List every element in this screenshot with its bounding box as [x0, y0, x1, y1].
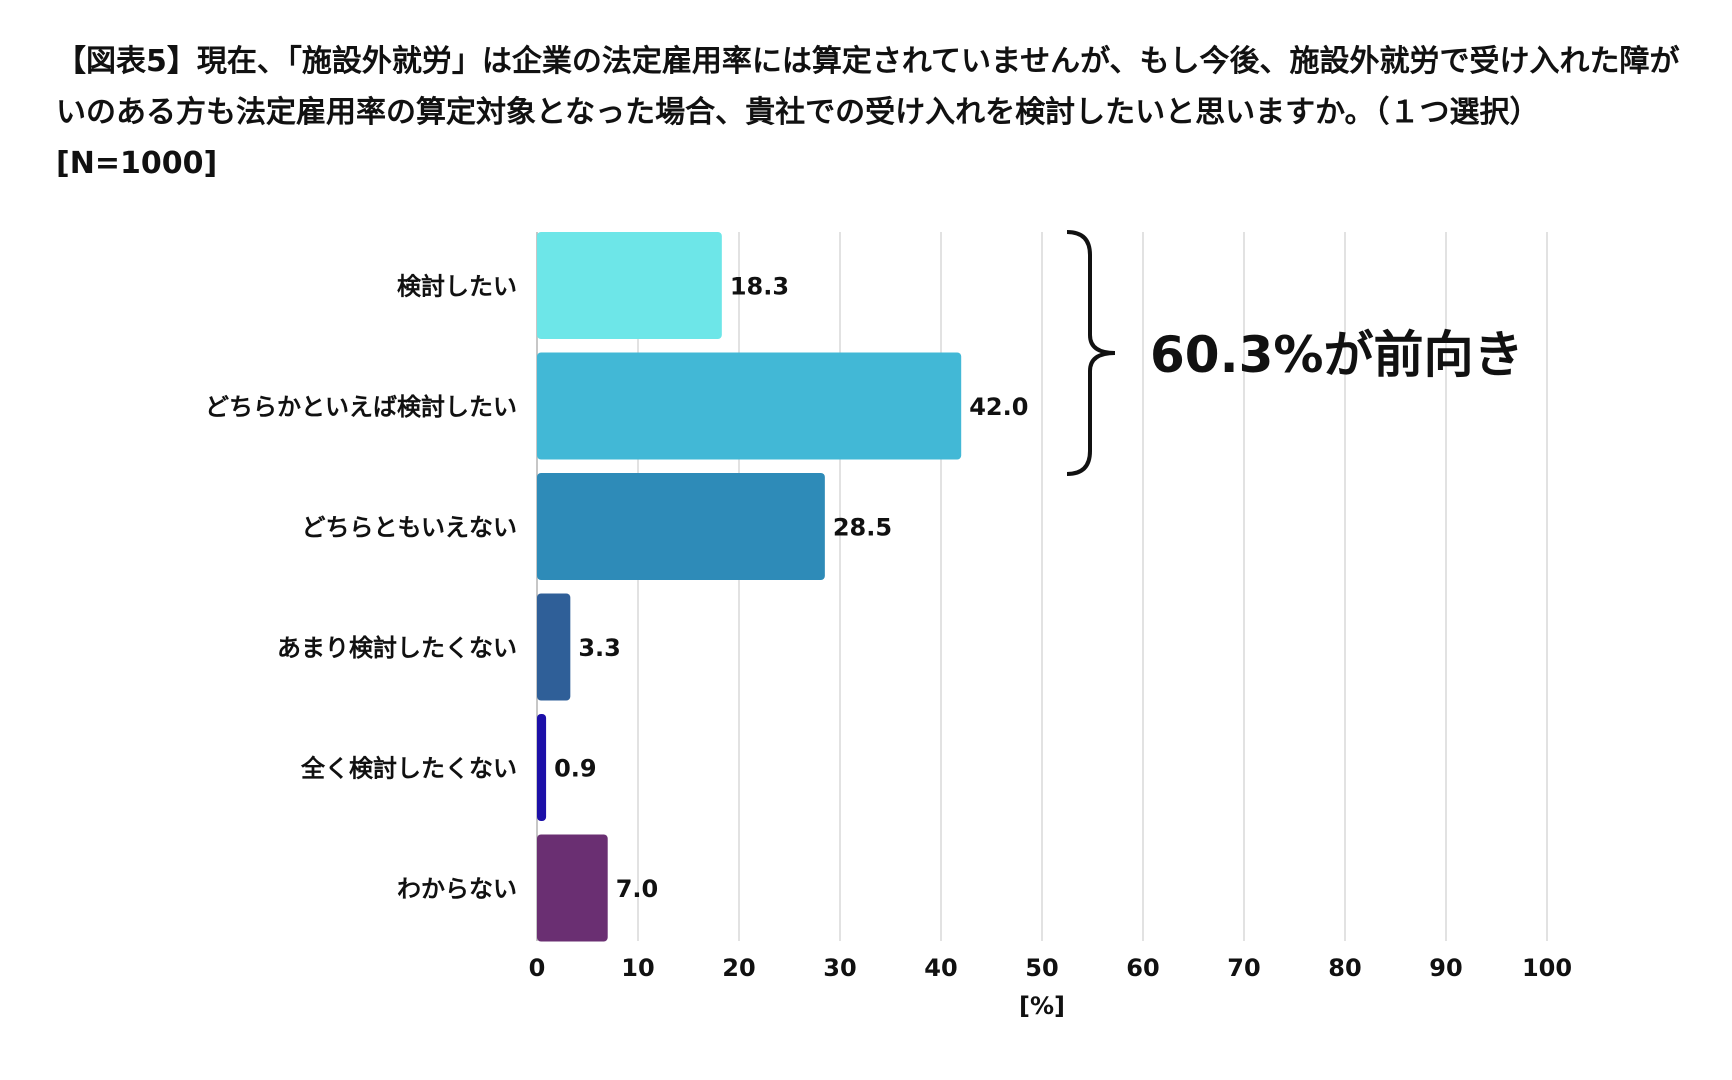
data-label: 0.9: [554, 755, 597, 783]
category-label: あまり検討したくない: [277, 634, 517, 662]
x-tick-label: 0: [529, 954, 546, 982]
x-tick-label: 90: [1429, 954, 1462, 982]
bar: [537, 593, 571, 701]
data-label: 18.3: [730, 273, 789, 301]
bar: [537, 714, 547, 821]
x-tick-label: 40: [924, 954, 957, 982]
x-tick-label: 20: [722, 954, 755, 982]
data-label: 28.5: [833, 514, 892, 542]
annotation-text: 60.3%が前向き: [1150, 326, 1523, 384]
category-label: わからない: [397, 875, 517, 903]
x-tick-label: 60: [1126, 954, 1159, 982]
category-label: どちらかといえば検討したい: [205, 393, 517, 421]
bar: [537, 352, 962, 460]
bracket-brace: [1066, 230, 1116, 476]
data-label: 42.0: [969, 393, 1028, 421]
x-tick-label: 30: [823, 954, 856, 982]
chart-title: 【図表5】現在、「施設外就労」は企業の法定雇用率には算定されていませんが、もし今…: [56, 44, 1680, 181]
data-label: 7.0: [616, 875, 659, 903]
bar: [537, 473, 825, 580]
x-tick-label: 100: [1522, 954, 1572, 982]
bar: [537, 232, 722, 339]
data-label: 3.3: [578, 634, 621, 662]
category-label: 検討したい: [397, 273, 517, 301]
x-axis-label: [%]: [1019, 992, 1065, 1020]
x-tick-label: 70: [1227, 954, 1260, 982]
category-label: どちらともいえない: [301, 514, 517, 542]
x-tick-label: 80: [1328, 954, 1361, 982]
x-tick-label: 10: [621, 954, 654, 982]
category-label: 全く検討したくない: [300, 755, 517, 783]
bar: [537, 834, 608, 942]
x-tick-label: 50: [1025, 954, 1058, 982]
